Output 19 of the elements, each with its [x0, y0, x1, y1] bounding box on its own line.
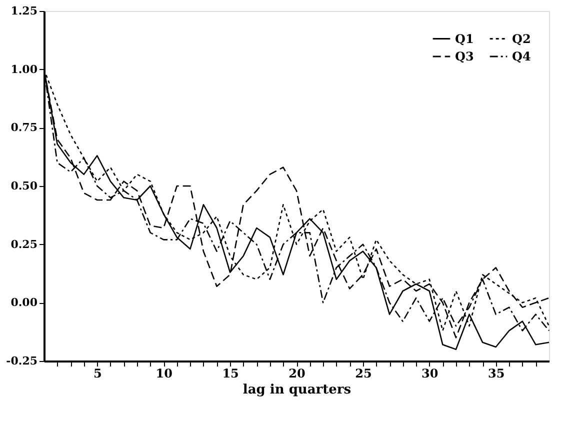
x-tick-label: 25 — [355, 366, 372, 380]
x-tick-label: 10 — [156, 366, 172, 380]
legend-label: Q3 — [455, 50, 474, 64]
y-tick-label: 0.00 — [10, 296, 38, 310]
y-tick-label: -0.25 — [6, 354, 38, 368]
x-tick-label: 15 — [222, 366, 239, 380]
legend-label: Q2 — [512, 32, 531, 46]
y-tick-label: 0.25 — [10, 238, 38, 251]
legend-label: Q4 — [512, 50, 531, 64]
legend-label: Q1 — [455, 32, 474, 46]
y-tick-label: 0.50 — [10, 180, 38, 192]
x-axis-title: lag in quarters — [242, 382, 352, 398]
x-tick-label: 35 — [488, 366, 505, 380]
y-tick-label: 1.00 — [10, 62, 38, 76]
x-tick-label: 30 — [422, 366, 438, 380]
x-tick-label: 5 — [93, 366, 102, 380]
y-tick-label: 0.75 — [10, 121, 38, 134]
x-tick-label: 20 — [288, 366, 306, 380]
y-tick-label: 1.25 — [10, 4, 38, 18]
